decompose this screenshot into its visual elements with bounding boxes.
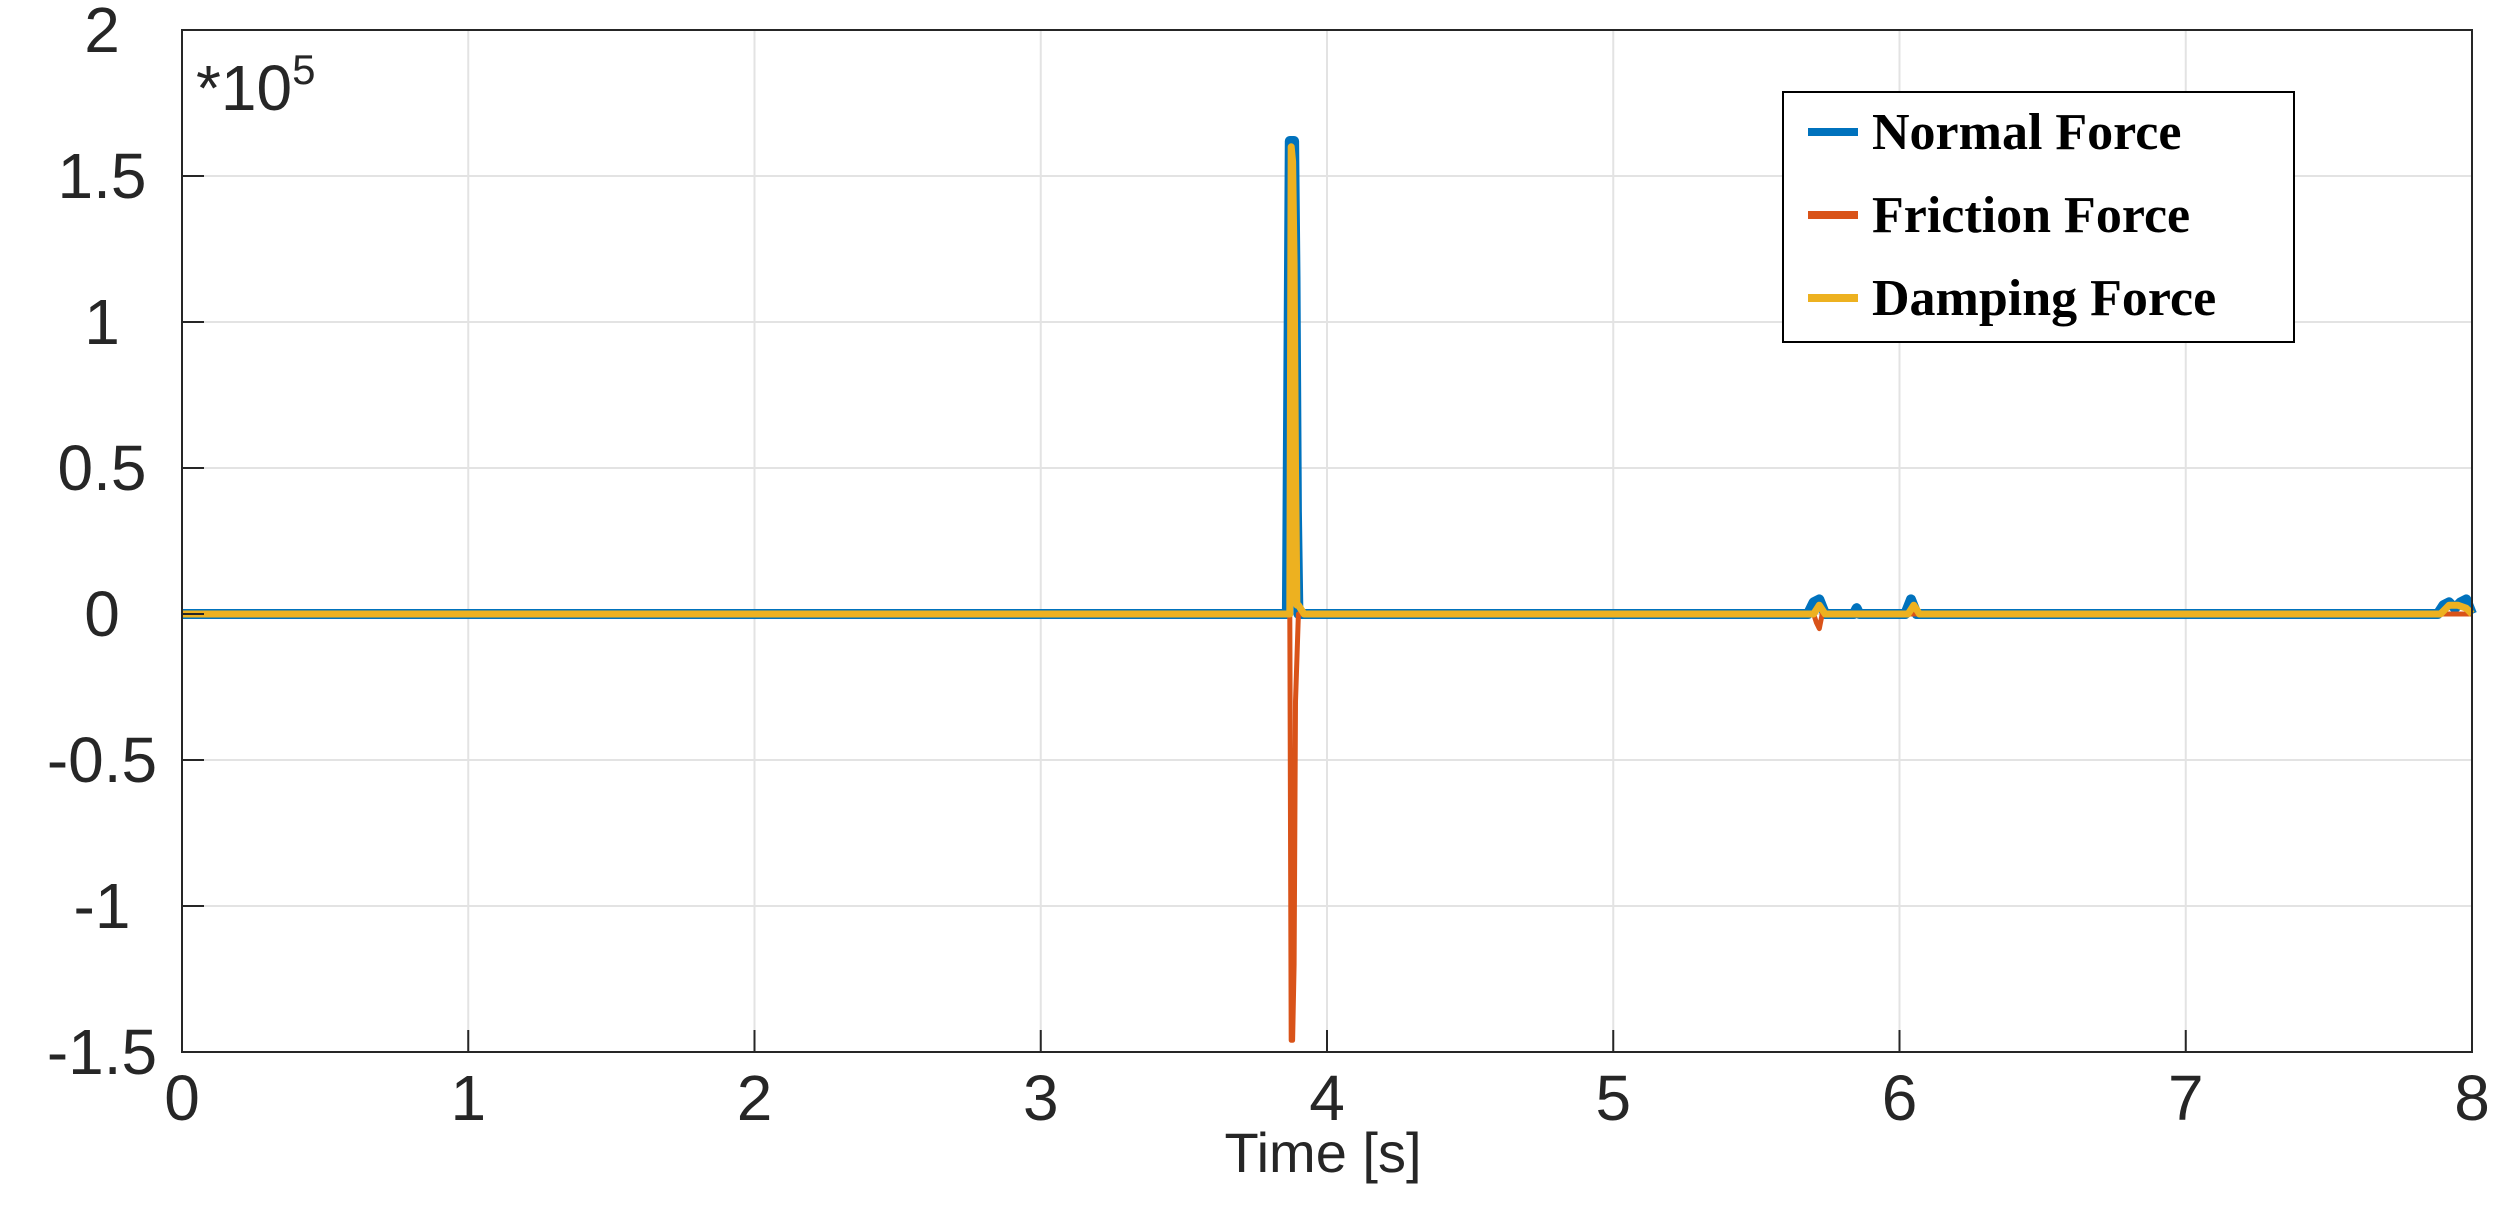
x-axis-label: Time [s] [1224, 1121, 1421, 1184]
x-tick-labels: 0 1 2 3 4 5 6 7 8 [164, 1030, 2490, 1134]
y-tick-label: 1 [84, 286, 120, 358]
legend-label: Normal Force [1872, 104, 2181, 161]
y-exponent-prefix: *10 [196, 52, 292, 124]
y-tick-label: 1.5 [58, 140, 147, 212]
y-tick-label: 0 [84, 578, 120, 650]
x-tick-label: 5 [1595, 1062, 1631, 1134]
y-tick-label: 0.5 [58, 432, 147, 504]
legend-label: Damping Force [1872, 270, 2216, 327]
legend-label: Friction Force [1872, 187, 2190, 244]
x-tick-label: 0 [164, 1062, 200, 1134]
y-tick-label: -1.5 [47, 1016, 157, 1088]
series-line-damping-force [182, 143, 2475, 618]
x-tick-label: 7 [2168, 1062, 2204, 1134]
y-tick-label: -1 [74, 870, 131, 942]
x-tick-label: 6 [1882, 1062, 1918, 1134]
series-line-friction-force [182, 611, 2472, 1043]
x-tick-label: 3 [1023, 1062, 1059, 1134]
y-tick-label: -0.5 [47, 724, 157, 796]
y-tick-label: 2 [84, 0, 120, 66]
x-tick-label: 2 [737, 1062, 773, 1134]
legend-box [1782, 91, 2295, 343]
y-exponent-label: *105 [196, 46, 315, 124]
x-tick-label: 1 [450, 1062, 486, 1134]
series-lines [182, 136, 2477, 1043]
x-tick-label: 8 [2454, 1062, 2490, 1134]
y-tick-labels: -1.5 -1 -0.5 0 0.5 1 1.5 2 [47, 0, 204, 1088]
legend: Normal Force Friction Force Damping Force [1782, 91, 2295, 343]
y-exponent-power: 5 [292, 46, 315, 93]
x-tick-label: 4 [1309, 1062, 1345, 1134]
